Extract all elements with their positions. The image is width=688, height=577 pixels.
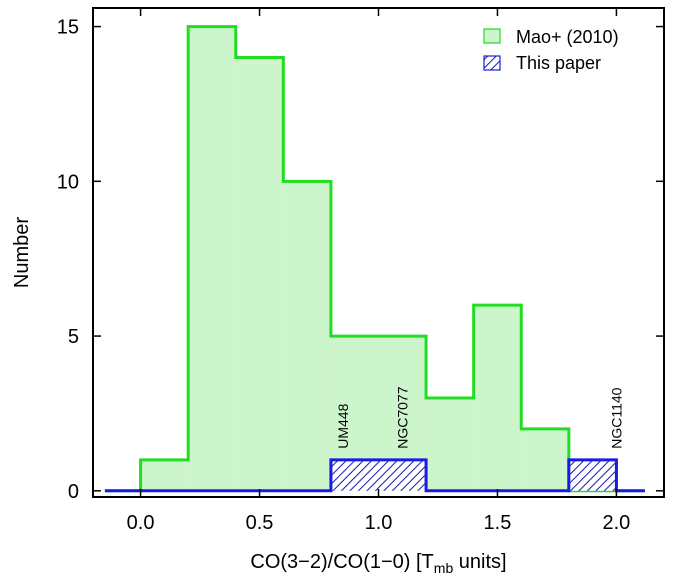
x-tick-label: 0.0 <box>127 512 155 534</box>
annotation-label: NGC1140 <box>608 387 624 448</box>
x-tick-label: 1.5 <box>484 512 512 534</box>
histogram-bar <box>473 305 522 491</box>
x-tick-label: 0.5 <box>246 512 274 534</box>
histogram-bar-hatched <box>378 459 427 491</box>
x-tick-label: 2.0 <box>603 512 631 534</box>
histogram-bar <box>426 397 474 491</box>
y-tick-label: 0 <box>68 481 79 503</box>
histogram-bar <box>140 459 189 491</box>
x-axis-title: CO(3−2)/CO(1−0) [Tmb units] <box>250 551 506 576</box>
histogram-outline-this-paper <box>104 458 645 493</box>
legend-label-mao2010: Mao+ (2010) <box>516 27 619 47</box>
y-tick-label: 10 <box>57 171 79 193</box>
histogram-bar <box>235 57 284 491</box>
annotation-label: NGC7077 <box>394 386 410 448</box>
y-tick-label: 5 <box>68 326 79 348</box>
legend-label-this-paper: This paper <box>516 53 601 73</box>
histogram-bar <box>521 428 569 491</box>
x-tick-label: 1.0 <box>365 512 393 534</box>
legend-swatch-mao2010 <box>483 28 501 44</box>
histogram-bar-hatched <box>568 459 617 491</box>
histogram-bar <box>188 26 236 491</box>
annotation-label: UM448 <box>335 403 351 448</box>
histogram-bar <box>283 181 331 491</box>
y-axis-title: Number <box>11 217 33 288</box>
y-tick-label: 15 <box>57 17 79 39</box>
legend-swatch-this-paper <box>483 55 501 71</box>
histogram-bar-hatched <box>330 459 379 491</box>
histogram-outline-mao2010 <box>104 25 641 493</box>
